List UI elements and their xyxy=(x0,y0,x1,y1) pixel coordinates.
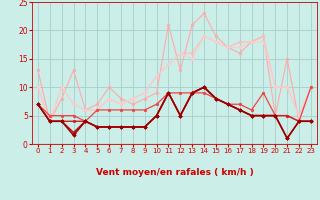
X-axis label: Vent moyen/en rafales ( km/h ): Vent moyen/en rafales ( km/h ) xyxy=(96,168,253,177)
